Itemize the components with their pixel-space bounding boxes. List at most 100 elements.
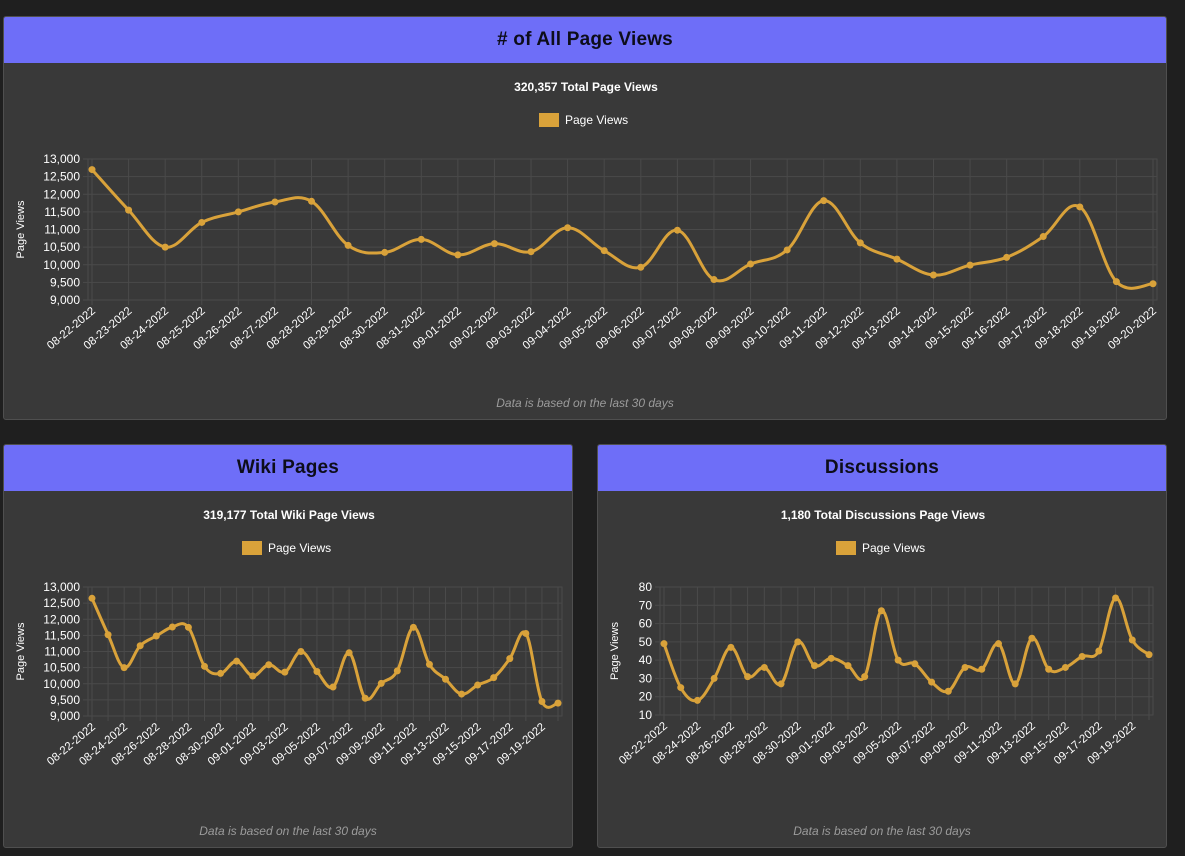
panel-title: Wiki Pages (4, 445, 572, 491)
y-tick-label: 12,500 (43, 596, 80, 610)
legend-swatch (242, 541, 262, 555)
data-point (409, 623, 417, 631)
data-point (820, 197, 828, 205)
data-point (727, 643, 735, 651)
data-point (168, 623, 176, 631)
data-point (1145, 651, 1153, 659)
wiki-page-views-chart: 319,177 Total Wiki Page Views Page Views 9… (15, 508, 563, 768)
footnote: Data is based on the last 30 days (793, 824, 971, 838)
y-tick-label: 11,500 (44, 628, 80, 642)
data-point (271, 198, 279, 206)
legend-label: Page Views (862, 541, 925, 555)
y-tick-label: 10,500 (43, 661, 80, 675)
data-point (265, 661, 273, 669)
y-tick-label: 10,000 (43, 258, 80, 272)
y-tick-label: 20 (639, 690, 653, 704)
data-point (1112, 278, 1120, 286)
y-tick-label: 9,000 (50, 293, 80, 307)
data-point (361, 694, 369, 702)
y-tick-label: 12,500 (43, 170, 80, 184)
data-point (345, 649, 353, 657)
data-point (125, 206, 133, 214)
data-point (527, 248, 535, 256)
data-point (794, 638, 802, 646)
data-point (827, 654, 835, 662)
data-point (978, 665, 986, 673)
y-tick-label: 80 (639, 580, 653, 594)
data-point (425, 660, 433, 668)
y-tick-label: 10 (639, 708, 653, 722)
discussions-panel: Discussions 1,180 Total Discussions Page… (597, 444, 1167, 848)
data-point (747, 260, 755, 268)
legend-label: Page Views (268, 541, 331, 555)
data-point (344, 241, 352, 249)
data-point (1095, 647, 1103, 655)
data-point (744, 673, 752, 681)
data-point (1149, 280, 1157, 288)
discussions-page-views-chart: 1,180 Total Discussions Page Views Page V… (609, 508, 1154, 767)
legend-label: Page Views (565, 113, 628, 127)
data-point (710, 276, 718, 284)
chart-subtitle: 319,177 Total Wiki Page Views (203, 508, 375, 522)
legend: Page Views (836, 541, 925, 555)
data-point (381, 248, 389, 256)
y-axis-title: Page Views (15, 622, 27, 680)
wiki-pages-panel: Wiki Pages 319,177 Total Wiki Page Views… (3, 444, 573, 848)
data-point (136, 642, 144, 650)
y-axis-title: Page Views (15, 200, 27, 258)
data-point (961, 663, 969, 671)
data-point (88, 594, 96, 602)
chart-subtitle: 320,357 Total Page Views (514, 80, 658, 94)
data-point (929, 271, 937, 279)
footnote: Data is based on the last 30 days (496, 396, 674, 410)
data-point (1003, 253, 1011, 261)
data-point (474, 681, 482, 689)
data-point (308, 197, 316, 205)
panel-title: Discussions (598, 445, 1166, 491)
data-point (233, 657, 241, 665)
data-point (313, 667, 321, 675)
data-point (198, 218, 206, 226)
panel-title: # of All Page Views (4, 17, 1166, 63)
data-point (637, 263, 645, 271)
data-point (811, 662, 819, 670)
data-point (693, 696, 701, 704)
data-point (1045, 665, 1053, 673)
y-axis-title: Page Views (609, 622, 621, 680)
data-point (417, 235, 425, 243)
data-point (458, 690, 466, 698)
data-point (600, 247, 608, 255)
data-point (234, 208, 242, 216)
y-tick-label: 9,000 (50, 709, 80, 723)
data-point (104, 631, 112, 639)
data-point (538, 697, 546, 705)
all-page-views-chart: 320,357 Total Page Views Page Views 9,000 9… (15, 80, 1159, 352)
data-point (1039, 233, 1047, 241)
data-point (1028, 634, 1036, 642)
data-point (281, 668, 289, 676)
data-point (893, 255, 901, 263)
data-point (120, 664, 128, 672)
data-point (1061, 663, 1069, 671)
data-point (564, 224, 572, 232)
data-point (554, 699, 562, 707)
data-point (184, 623, 192, 631)
data-point (377, 679, 385, 687)
data-point (1011, 680, 1019, 688)
legend: Page Views (242, 541, 331, 555)
data-point (760, 663, 768, 671)
y-tick-label: 40 (639, 653, 653, 667)
data-point (200, 662, 208, 670)
y-tick-label: 12,000 (43, 187, 80, 201)
all-page-views-panel: # of All Page Views 320,357 Total Page V… (3, 16, 1167, 420)
data-point (844, 662, 852, 670)
data-point (944, 687, 952, 695)
y-tick-label: 30 (639, 671, 653, 685)
y-tick-label: 13,000 (43, 152, 80, 166)
data-point (994, 640, 1002, 648)
data-point (1078, 652, 1086, 660)
y-tick-label: 11,000 (44, 223, 80, 237)
y-tick-label: 9,500 (50, 693, 80, 707)
data-point (966, 261, 974, 269)
data-point (490, 674, 498, 682)
